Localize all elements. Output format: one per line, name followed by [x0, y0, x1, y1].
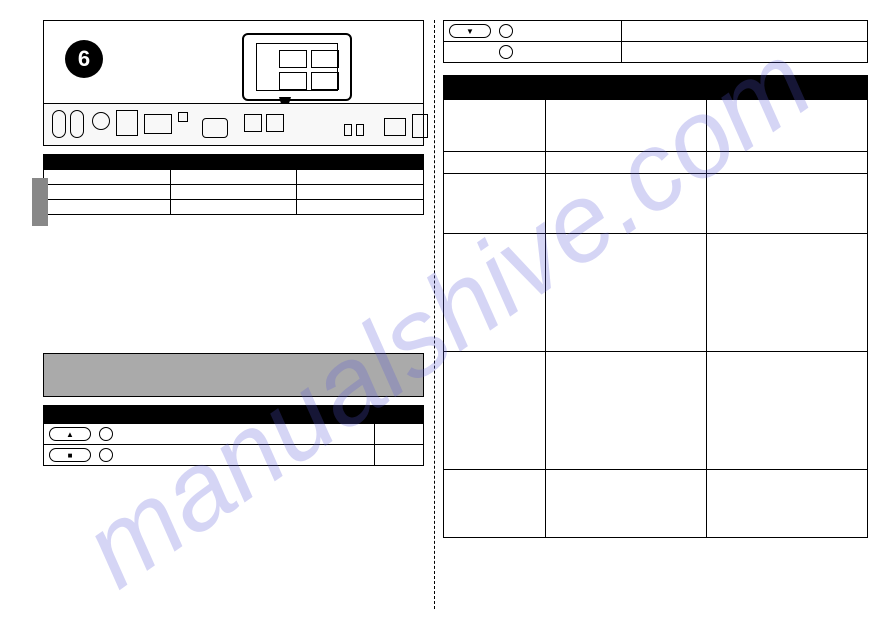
button-table: ▲ ■: [43, 405, 424, 466]
left-column: ▲ ■: [25, 20, 435, 609]
table-cell: [545, 100, 706, 152]
pcb-strip: [44, 103, 423, 145]
dip-switch-callout: [242, 33, 352, 101]
grey-heading-band: [43, 353, 424, 397]
table-cell: [375, 445, 424, 466]
dip-switch-icon: [279, 50, 307, 68]
table-cell: [545, 174, 706, 234]
table-cell: [444, 352, 546, 470]
side-tab: [32, 178, 48, 226]
table-cell: [444, 174, 546, 234]
table-cell: [622, 21, 868, 42]
table-cell: [706, 470, 867, 538]
table-cell: [44, 185, 171, 200]
table-cell: [706, 234, 867, 352]
table-cell: [444, 470, 546, 538]
led-signal-table: [443, 75, 868, 538]
dip-switch-icon: [279, 72, 307, 90]
table-cell: [706, 152, 867, 174]
table-cell: [706, 100, 867, 152]
table-cell: [44, 200, 171, 215]
page: 6: [25, 20, 868, 609]
table-cell: [375, 424, 424, 445]
table-cell: [297, 185, 424, 200]
table-cell: [622, 42, 868, 63]
button-cell: [444, 42, 622, 63]
up-button-icon: ▲: [49, 427, 91, 441]
table-cell: [297, 170, 424, 185]
dip-switch-icon: [311, 72, 339, 90]
table-header: [545, 90, 706, 100]
table-cell: [545, 470, 706, 538]
button-cell: ▼: [444, 21, 622, 42]
right-column: ▼: [435, 20, 868, 609]
table-header: [44, 155, 171, 170]
button-cell: ▲: [44, 424, 375, 445]
dip-switch-icon: [311, 50, 339, 68]
table-cell: [545, 152, 706, 174]
led-icon: [499, 45, 513, 59]
dip-switch-table: [43, 154, 424, 215]
led-icon: [99, 427, 113, 441]
table-title: [444, 76, 868, 90]
down-button-icon: ▼: [449, 24, 491, 38]
table-cell: [170, 200, 297, 215]
table-header: [297, 155, 424, 170]
led-icon: [99, 448, 113, 462]
table-header: [170, 155, 297, 170]
button-cell: ■: [44, 445, 375, 466]
button-table-continued: ▼: [443, 20, 868, 63]
table-cell: [44, 170, 171, 185]
pcb-diagram: [43, 20, 424, 146]
table-cell: [444, 100, 546, 152]
table-cell: [444, 234, 546, 352]
led-icon: [499, 24, 513, 38]
table-cell: [545, 234, 706, 352]
stop-button-icon: ■: [49, 448, 91, 462]
table-cell: [706, 352, 867, 470]
table-cell: [297, 200, 424, 215]
table-cell: [170, 170, 297, 185]
table-header: [706, 90, 867, 100]
table-header: [44, 406, 424, 424]
table-cell: [170, 185, 297, 200]
table-header: [444, 90, 546, 100]
table-cell: [706, 174, 867, 234]
table-cell: [444, 152, 546, 174]
table-cell: [545, 352, 706, 470]
